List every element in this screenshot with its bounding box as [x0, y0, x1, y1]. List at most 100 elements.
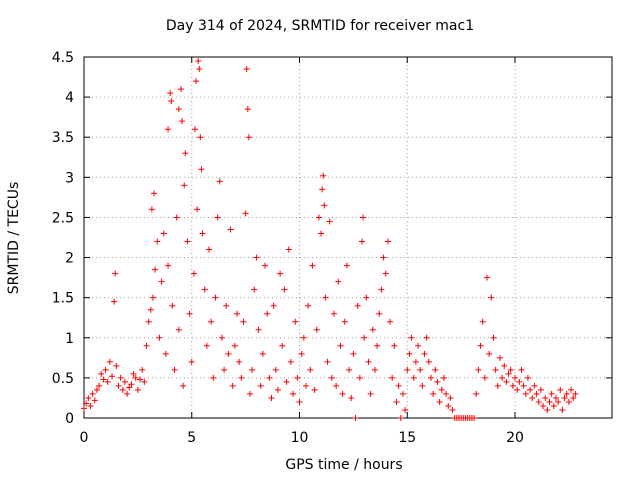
- data-point: [102, 366, 109, 373]
- data-point: [104, 378, 111, 385]
- data-point: [119, 386, 126, 393]
- data-point: [527, 386, 534, 393]
- data-point: [168, 98, 175, 105]
- data-point: [503, 378, 510, 385]
- data-point: [231, 342, 238, 349]
- data-point: [236, 358, 243, 365]
- data-point: [552, 394, 559, 401]
- data-point: [165, 262, 172, 269]
- y-tick-label: 4: [65, 90, 74, 106]
- data-point: [399, 390, 406, 397]
- data-point: [151, 190, 158, 197]
- y-tick-label: 0: [65, 411, 74, 427]
- data-point: [196, 66, 203, 73]
- data-point: [91, 397, 98, 404]
- data-point: [371, 366, 378, 373]
- data-point: [253, 254, 260, 261]
- data-point: [246, 390, 253, 397]
- data-point: [190, 270, 197, 277]
- data-point: [479, 318, 486, 325]
- data-point: [175, 106, 182, 113]
- data-point: [251, 286, 258, 293]
- data-point: [447, 394, 454, 401]
- data-point: [285, 246, 292, 253]
- data-point: [427, 374, 434, 381]
- data-point: [438, 386, 445, 393]
- data-point: [440, 374, 447, 381]
- data-point: [540, 402, 547, 409]
- data-point: [302, 382, 309, 389]
- data-point: [535, 398, 542, 405]
- data-point: [175, 326, 182, 333]
- data-point: [550, 402, 557, 409]
- data-point: [287, 358, 294, 365]
- data-point: [210, 374, 217, 381]
- data-point: [361, 334, 368, 341]
- data-point: [238, 374, 245, 381]
- data-point: [524, 374, 531, 381]
- data-point: [449, 406, 456, 413]
- data-point: [341, 318, 348, 325]
- data-point: [165, 126, 172, 133]
- data-point: [359, 238, 366, 245]
- data-point: [421, 350, 428, 357]
- data-point: [443, 390, 450, 397]
- data-point: [124, 390, 131, 397]
- data-point: [570, 394, 577, 401]
- data-point: [244, 106, 251, 113]
- data-point: [475, 366, 482, 373]
- data-point: [380, 254, 387, 261]
- data-point: [115, 382, 122, 389]
- y-tick-label: 1.5: [52, 291, 74, 307]
- data-point: [328, 374, 335, 381]
- data-point: [313, 326, 320, 333]
- data-point: [326, 218, 333, 225]
- data-point: [262, 262, 269, 269]
- y-tick-label: 3.5: [52, 130, 74, 146]
- data-point: [201, 286, 208, 293]
- data-point: [343, 262, 350, 269]
- data-point: [156, 334, 163, 341]
- data-point: [137, 376, 144, 383]
- data-point: [81, 405, 87, 412]
- data-point: [531, 382, 538, 389]
- data-point: [360, 214, 367, 221]
- data-point: [529, 394, 536, 401]
- data-point: [145, 318, 152, 325]
- data-point: [561, 394, 568, 401]
- data-point: [128, 381, 135, 388]
- data-point: [417, 366, 424, 373]
- data-point: [139, 366, 146, 373]
- data-point: [167, 90, 174, 97]
- data-point: [277, 270, 284, 277]
- data-point: [512, 374, 519, 381]
- data-point: [499, 374, 506, 381]
- data-point: [518, 366, 525, 373]
- data-point: [395, 382, 402, 389]
- data-point: [154, 238, 161, 245]
- data-point: [481, 374, 488, 381]
- data-point: [305, 302, 312, 309]
- y-axis-label: SRMTID / TECUs: [6, 181, 22, 295]
- data-point: [315, 214, 322, 221]
- data-point: [264, 310, 271, 317]
- data-point: [330, 310, 337, 317]
- data-point: [352, 415, 359, 421]
- x-tick-label: 20: [506, 430, 524, 446]
- data-point: [367, 390, 374, 397]
- data-point: [199, 230, 206, 237]
- data-point: [496, 354, 503, 361]
- data-point: [425, 358, 432, 365]
- data-point: [173, 214, 180, 221]
- data-point: [266, 374, 273, 381]
- data-point: [542, 394, 549, 401]
- data-point: [182, 150, 189, 157]
- data-point: [537, 386, 544, 393]
- data-point: [294, 374, 301, 381]
- y-tick-label: 2.5: [52, 210, 74, 226]
- data-point: [179, 118, 186, 125]
- data-point: [546, 398, 553, 405]
- data-point: [197, 134, 204, 141]
- data-point: [309, 262, 316, 269]
